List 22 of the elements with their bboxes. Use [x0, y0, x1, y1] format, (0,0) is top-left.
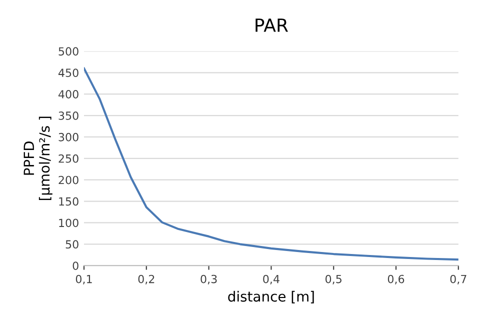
x-tick-label: 0,6: [388, 274, 404, 284]
y-tick-label: 200: [58, 176, 78, 184]
x-tick-label: 0,1: [76, 274, 92, 284]
y-tick-label: 500: [58, 47, 78, 56]
x-axis-title: distance [m]: [228, 290, 314, 304]
y-tick-label: 250: [58, 154, 78, 163]
y-tick-label: 400: [58, 90, 78, 98]
y-tick-label: 50: [66, 240, 78, 249]
y-tick-label: 350: [58, 111, 78, 120]
y-tick-label: 150: [59, 197, 78, 206]
y-tick-label: 450: [58, 68, 78, 78]
line-series: [84, 67, 458, 261]
x-tick-label: 0,3: [200, 274, 217, 284]
x-tick-label: 0,2: [138, 274, 154, 284]
x-tick-label: 0,5: [326, 274, 342, 284]
y-tick-label: 300: [58, 132, 78, 142]
x-tick-label: 0,4: [263, 274, 280, 284]
chart-title: PAR: [256, 18, 288, 32]
x-tick-label: 0,7: [450, 274, 466, 284]
y-tick-label: 100: [59, 218, 78, 228]
y-tick-label: 0: [72, 262, 78, 270]
y-axis-title: PPFD [µmol/m²/s ]: [24, 116, 52, 200]
